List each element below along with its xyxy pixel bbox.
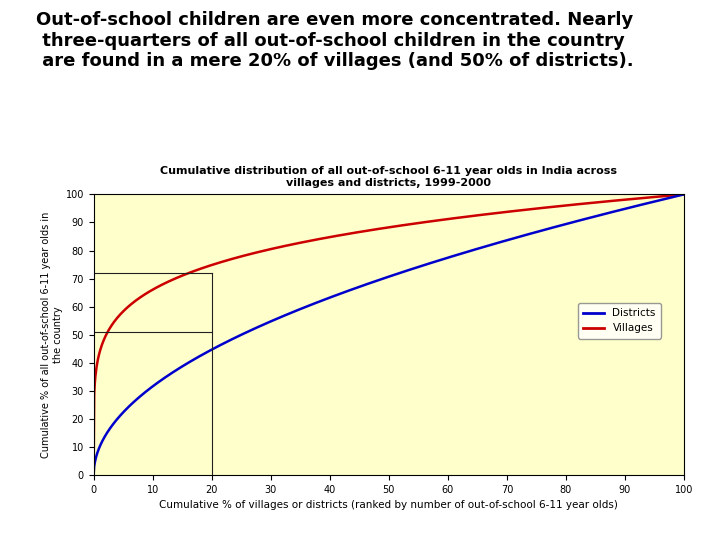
Y-axis label: Cumulative % of all out-of-school 6-11 year olds in
the country: Cumulative % of all out-of-school 6-11 y… xyxy=(41,212,63,458)
Text: Out-of-school children are even more concentrated. Nearly
 three-quarters of all: Out-of-school children are even more con… xyxy=(36,11,634,70)
X-axis label: Cumulative % of villages or districts (ranked by number of out-of-school 6-11 ye: Cumulative % of villages or districts (r… xyxy=(159,501,618,510)
Title: Cumulative distribution of all out-of-school 6-11 year olds in India across
vill: Cumulative distribution of all out-of-sc… xyxy=(161,166,617,188)
Legend: Districts, Villages: Districts, Villages xyxy=(578,303,661,339)
